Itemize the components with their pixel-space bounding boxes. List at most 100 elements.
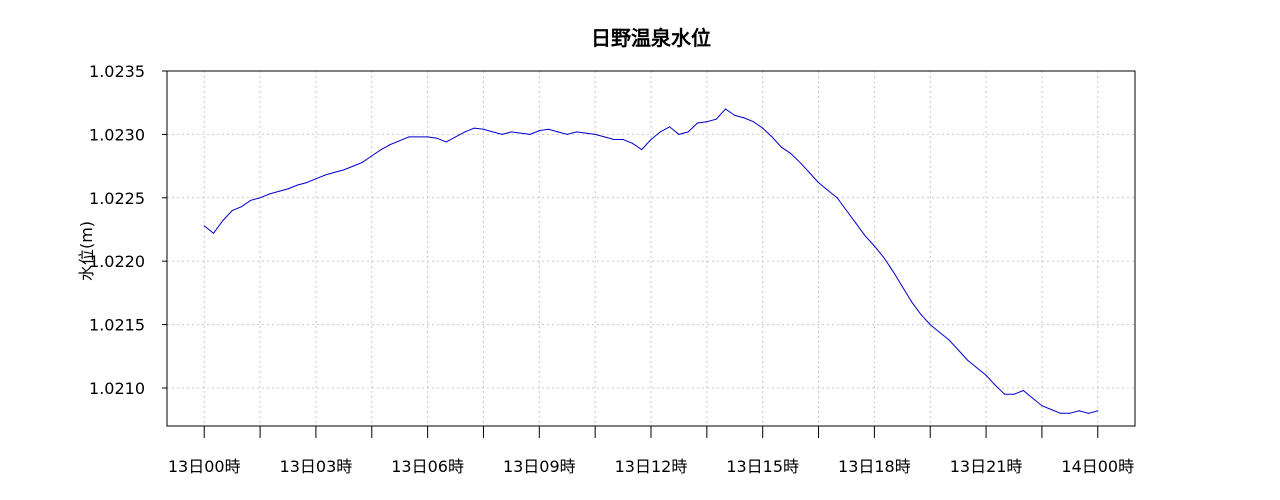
data-point <box>901 286 903 287</box>
data-point <box>836 197 838 199</box>
data-point <box>1078 410 1080 412</box>
x-tick-label: 13日18時 <box>838 457 911 476</box>
data-point <box>445 141 447 143</box>
data-point <box>715 118 717 120</box>
data-point <box>631 142 633 144</box>
x-tick-label: 13日09時 <box>503 457 576 476</box>
data-point <box>659 131 661 133</box>
y-tick-label: 1.0220 <box>89 252 145 271</box>
data-point <box>846 210 847 211</box>
data-point <box>250 199 252 201</box>
data-point <box>296 184 298 186</box>
data-point <box>948 339 950 341</box>
data-point <box>408 136 410 138</box>
data-point <box>352 165 354 167</box>
data-point <box>548 128 550 130</box>
data-point <box>1088 412 1089 414</box>
data-point <box>1097 410 1099 412</box>
data-point <box>1004 393 1006 395</box>
data-point <box>259 197 261 199</box>
data-point <box>929 324 931 326</box>
data-point <box>380 149 382 151</box>
data-point <box>706 121 708 123</box>
data-point <box>976 367 978 369</box>
data-point <box>864 235 866 237</box>
data-point <box>399 140 401 142</box>
data-point <box>641 149 643 151</box>
data-point <box>957 349 959 351</box>
data-point <box>734 114 736 116</box>
data-point <box>669 126 671 128</box>
data-point <box>743 117 745 119</box>
data-point <box>566 133 568 135</box>
data-point <box>967 359 968 361</box>
data-point <box>911 301 913 303</box>
grid <box>167 70 1135 426</box>
x-tick-label: 13日21時 <box>950 457 1023 476</box>
data-point <box>939 331 940 333</box>
x-tick-label: 13日00時 <box>168 457 241 476</box>
y-tick-label: 1.0225 <box>89 189 145 208</box>
data-point <box>501 133 503 135</box>
data-point <box>203 225 205 227</box>
data-point <box>371 155 373 157</box>
data-point <box>222 220 224 222</box>
data-point <box>529 133 531 135</box>
data-point <box>780 146 782 148</box>
y-axis-label: 水位(m) <box>77 221 96 281</box>
data-point <box>883 256 885 258</box>
data-point <box>762 127 764 129</box>
data-point <box>697 122 698 124</box>
data-point <box>492 131 494 133</box>
data-point <box>1069 412 1071 414</box>
data-point <box>417 136 419 138</box>
data-point <box>622 139 624 140</box>
y-tick-label: 1.0210 <box>89 379 145 398</box>
data-point <box>557 131 559 133</box>
data-point <box>334 171 335 173</box>
data-point <box>827 189 829 191</box>
data-point <box>1060 412 1061 414</box>
data-point <box>994 384 996 386</box>
x-axis: 13日00時 13日03時 13日06時 13日09時 13日12時 13日15時 13日1… <box>168 426 1134 476</box>
data-point <box>241 206 242 208</box>
data-point <box>1013 393 1015 395</box>
data-point <box>436 137 438 139</box>
data-point <box>483 128 484 130</box>
data-point <box>892 270 894 272</box>
data-point <box>278 190 280 192</box>
data-point <box>808 171 810 173</box>
data-point <box>594 133 596 135</box>
x-tick-label: 13日03時 <box>280 457 353 476</box>
y-axis: 1.0210 1.0215 1.0220 1.0225 1.0230 1.0235 <box>89 62 167 398</box>
data-point <box>687 131 689 133</box>
y-tick-label: 1.0235 <box>89 62 145 81</box>
data-point <box>985 374 987 376</box>
data-point <box>855 222 857 224</box>
x-tick-label: 13日15時 <box>726 457 799 476</box>
data-point <box>1050 409 1052 410</box>
data-point <box>287 188 289 190</box>
data-point <box>427 136 429 138</box>
data-point <box>585 132 587 134</box>
data-point <box>576 131 577 133</box>
data-point <box>268 193 270 195</box>
data-point <box>389 144 391 145</box>
data-point <box>473 127 475 129</box>
data-point <box>520 132 522 134</box>
y-tick-label: 1.0230 <box>89 125 145 144</box>
data-point <box>790 152 792 154</box>
data-point <box>213 232 214 234</box>
data-point <box>324 174 326 176</box>
x-tick-label: 13日12時 <box>615 457 688 476</box>
data-point <box>650 139 652 140</box>
chart-title: 日野温泉水位 <box>591 26 711 50</box>
data-point <box>818 182 819 184</box>
data-point <box>455 136 456 138</box>
data-point <box>1041 405 1043 407</box>
data-point <box>343 169 345 171</box>
data-point <box>231 210 233 211</box>
data-point <box>873 245 875 247</box>
data-point <box>1022 390 1024 391</box>
